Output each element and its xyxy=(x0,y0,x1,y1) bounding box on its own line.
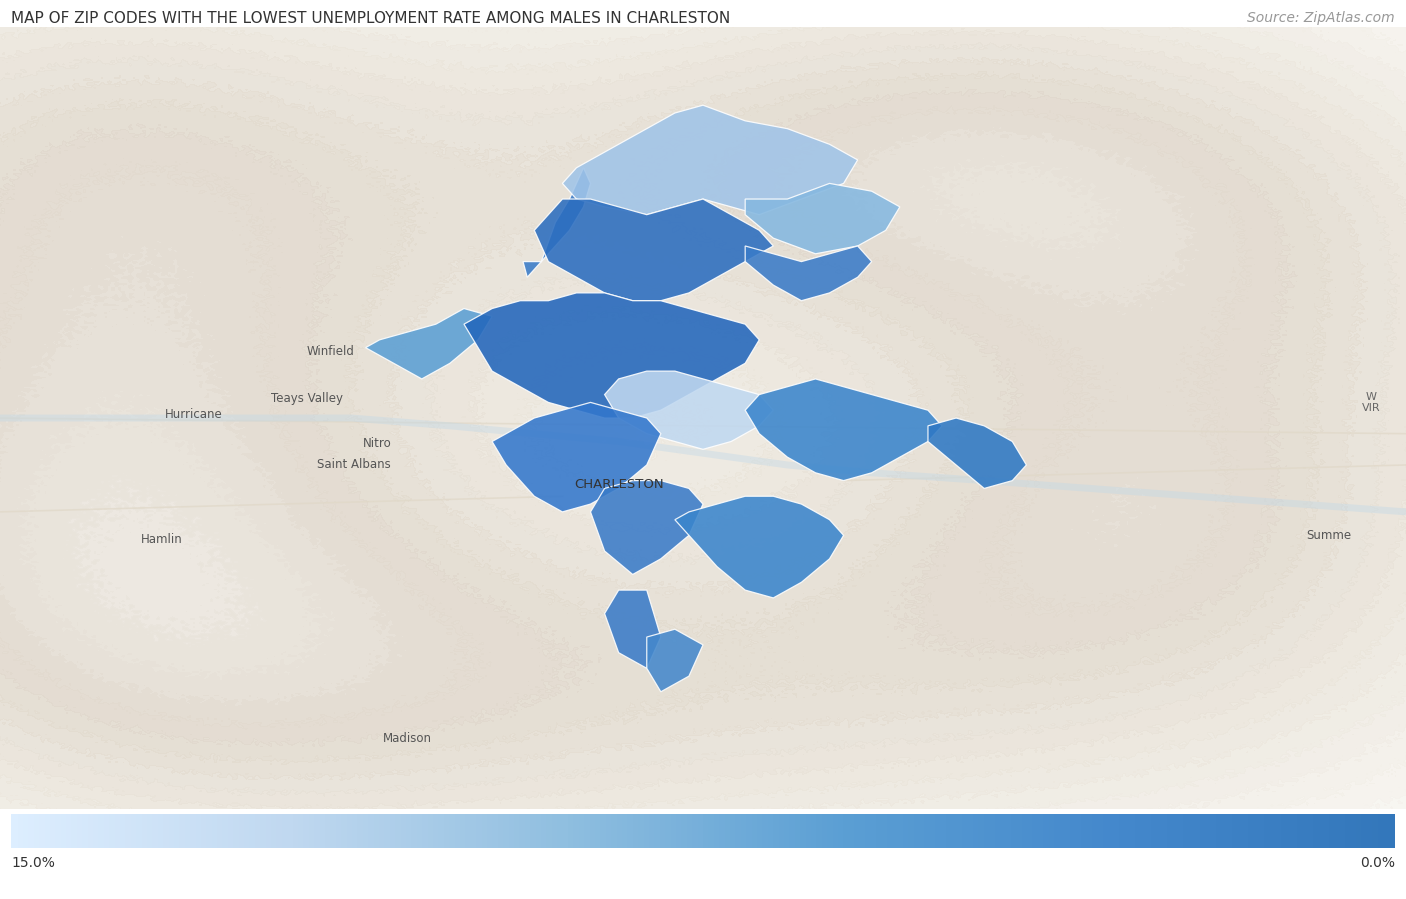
Text: Madison: Madison xyxy=(384,732,432,745)
Polygon shape xyxy=(492,403,661,512)
Polygon shape xyxy=(366,308,492,379)
Polygon shape xyxy=(745,183,900,254)
Text: Nitro: Nitro xyxy=(363,437,391,450)
Polygon shape xyxy=(605,590,661,668)
Polygon shape xyxy=(464,293,759,418)
Text: CHARLESTON: CHARLESTON xyxy=(574,478,664,491)
Polygon shape xyxy=(745,246,872,300)
Polygon shape xyxy=(928,418,1026,488)
Text: Saint Albans: Saint Albans xyxy=(318,458,391,471)
Polygon shape xyxy=(591,481,703,574)
Polygon shape xyxy=(745,379,942,481)
Text: Winfield: Winfield xyxy=(307,345,354,358)
Polygon shape xyxy=(562,105,858,215)
Text: 15.0%: 15.0% xyxy=(11,856,55,870)
Polygon shape xyxy=(534,199,773,300)
Text: Summe: Summe xyxy=(1306,529,1351,542)
Polygon shape xyxy=(523,168,591,277)
Polygon shape xyxy=(675,496,844,598)
Text: Hurricane: Hurricane xyxy=(165,407,224,421)
Text: W
VIR: W VIR xyxy=(1361,392,1381,414)
Polygon shape xyxy=(647,629,703,692)
Text: MAP OF ZIP CODES WITH THE LOWEST UNEMPLOYMENT RATE AMONG MALES IN CHARLESTON: MAP OF ZIP CODES WITH THE LOWEST UNEMPLO… xyxy=(11,11,731,26)
Polygon shape xyxy=(605,371,773,450)
Text: Hamlin: Hamlin xyxy=(141,533,183,546)
Text: Source: ZipAtlas.com: Source: ZipAtlas.com xyxy=(1247,11,1395,25)
Text: Teays Valley: Teays Valley xyxy=(270,392,343,405)
Text: 0.0%: 0.0% xyxy=(1360,856,1395,870)
